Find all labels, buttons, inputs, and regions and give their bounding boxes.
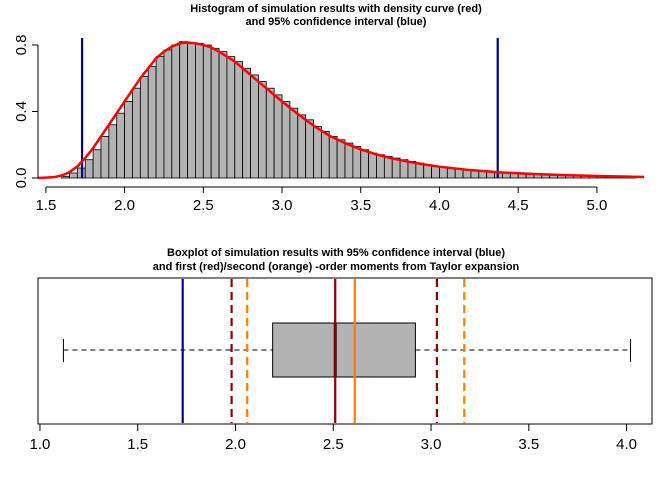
histogram-bar-29 <box>289 107 299 179</box>
histogram-bar-39 <box>368 152 377 179</box>
histogram-bar-24 <box>250 74 259 179</box>
histogram-bar-10 <box>139 76 149 179</box>
histogram-x-tick-label-6: 4.5 <box>508 197 529 214</box>
histogram-y-axis: 0.0 0.4 0.8 <box>13 35 39 189</box>
histogram-bar-26 <box>265 87 275 179</box>
boxplot-x-tick-label-2: 2.0 <box>225 436 246 453</box>
interquartile-box <box>272 322 416 378</box>
histogram-y-tick-label-0: 0.0 <box>13 168 30 189</box>
histogram-bar-8 <box>124 101 133 179</box>
histogram-bar-15 <box>179 41 188 179</box>
histogram-x-tick-label-0: 1.5 <box>35 197 56 214</box>
histogram-bar-32 <box>313 126 322 179</box>
histogram-title-line-1: Histogram of simulation results with den… <box>190 3 482 15</box>
histogram-bar-0 <box>61 175 70 179</box>
histogram-bar-1 <box>69 172 78 179</box>
histogram-bar-11 <box>147 66 157 179</box>
histogram-bar-17 <box>195 42 204 179</box>
boxplot-x-tick-label-3: 2.5 <box>323 436 344 453</box>
histogram-x-tick-label-1: 2.0 <box>114 197 135 214</box>
histogram-bar-28 <box>281 101 291 179</box>
histogram-bar-4 <box>92 149 102 179</box>
histogram-bar-7 <box>116 112 125 179</box>
boxplot-x-tick-label-0: 1.0 <box>30 436 51 453</box>
histogram-bar-27 <box>273 94 283 179</box>
histogram-bar-36 <box>344 142 354 179</box>
histogram-bar-40 <box>376 154 385 179</box>
histogram-bar-23 <box>242 67 251 179</box>
histogram-bar-31 <box>305 119 314 179</box>
histogram-bar-37 <box>352 146 362 179</box>
histogram-bar-38 <box>360 149 370 179</box>
histogram-y-tick-label-1: 0.4 <box>13 101 30 122</box>
histogram-x-axis: 1.5 2.0 2.5 3.0 3.5 4.0 4.5 5.0 <box>35 186 607 214</box>
histogram-bar-35 <box>336 139 346 179</box>
boxplot-x-tick-label-5: 3.5 <box>518 436 539 453</box>
histogram-x-tick-label-7: 5.0 <box>586 197 607 214</box>
boxplot-reference-lines <box>181 279 466 423</box>
histogram-ci-lines <box>80 38 499 178</box>
histogram-bar-14 <box>171 44 181 179</box>
histogram-bar-9 <box>132 87 141 179</box>
histogram-bar-25 <box>258 81 267 179</box>
boxplot-x-tick-label-1: 1.5 <box>127 436 148 453</box>
boxplot-panel: Boxplot of simulation results with 95% c… <box>30 247 653 453</box>
boxplot-title-line-2: and first (red)/second (orange) -order m… <box>153 261 520 273</box>
histogram-bar-22 <box>234 61 244 179</box>
histogram-x-tick-label-4: 3.5 <box>350 197 371 214</box>
histogram-panel: Histogram of simulation results with den… <box>13 3 645 214</box>
density-curve <box>37 41 645 180</box>
histogram-y-tick-label-2: 0.8 <box>13 35 30 56</box>
boxplot-body <box>62 322 631 378</box>
histogram-bar-5 <box>100 136 110 179</box>
histogram-bar-16 <box>187 42 196 179</box>
histogram-x-tick-label-3: 3.0 <box>272 197 293 214</box>
histogram-bar-30 <box>297 114 307 179</box>
histogram-bar-47 <box>431 165 440 179</box>
boxplot-title-line-1: Boxplot of simulation results with 95% c… <box>167 247 505 259</box>
histogram-bar-33 <box>320 131 330 179</box>
histogram-bar-3 <box>84 159 94 179</box>
boxplot-x-axis: 1.0 1.5 2.0 2.5 3.0 3.5 4.0 <box>30 423 637 453</box>
histogram-bar-6 <box>108 124 118 179</box>
histogram-bar-46 <box>423 164 432 179</box>
histogram-title-line-2: and 95% confidence interval (blue) <box>246 16 427 28</box>
histogram-bar-13 <box>163 49 173 179</box>
histogram-x-tick-label-2: 2.5 <box>193 197 214 214</box>
histogram-bar-41 <box>383 155 393 179</box>
histogram-bar-34 <box>328 136 338 179</box>
histogram-bar-12 <box>155 56 165 179</box>
boxplot-x-tick-label-6: 4.0 <box>616 436 637 453</box>
histogram-bars <box>61 41 637 179</box>
histogram-bar-21 <box>226 56 236 179</box>
histogram-bar-20 <box>218 51 228 179</box>
histogram-bar-18 <box>202 44 212 179</box>
boxplot-x-tick-label-4: 3.0 <box>421 436 442 453</box>
histogram-bar-19 <box>210 47 220 179</box>
histogram-x-tick-label-5: 4.0 <box>429 197 450 214</box>
